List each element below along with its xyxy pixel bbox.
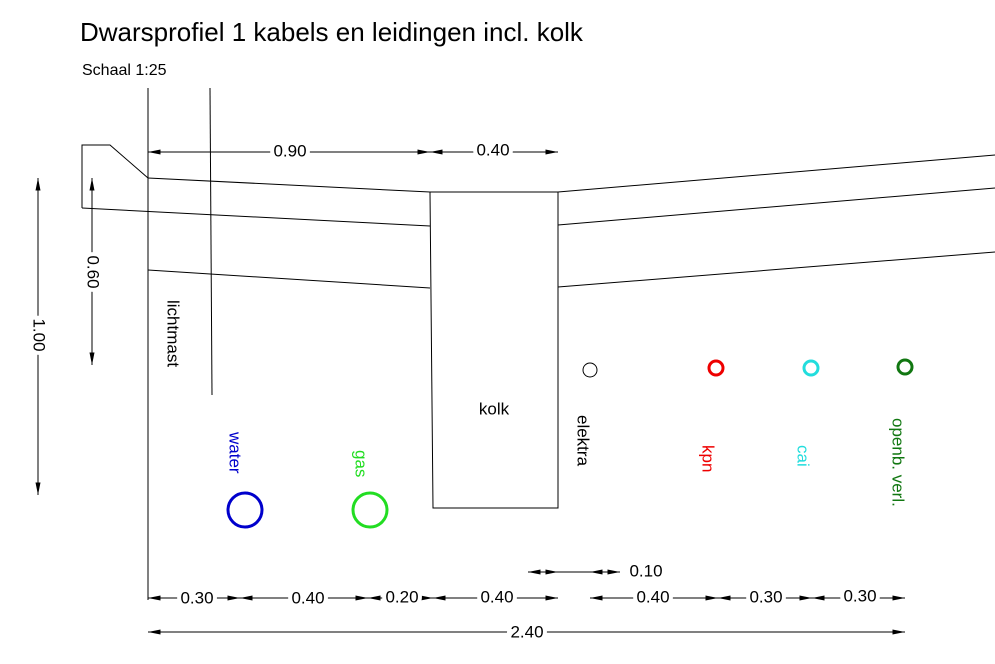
title: Dwarsprofiel 1 kabels en leidingen incl.… bbox=[80, 17, 584, 47]
cable bbox=[582, 362, 598, 378]
dimension-label: 0.40 bbox=[476, 140, 509, 159]
utility-label: gas bbox=[352, 450, 371, 477]
dimension-label: 0.10 bbox=[629, 561, 662, 580]
dimension-label: 0.20 bbox=[385, 587, 418, 606]
dimension-lines bbox=[35, 149, 905, 635]
dimension-label: 0.30 bbox=[843, 586, 876, 605]
kolk-label: kolk bbox=[479, 399, 510, 418]
dimension-label: 0.30 bbox=[180, 588, 213, 607]
dimension-label: 0.40 bbox=[480, 587, 513, 606]
pipe bbox=[226, 491, 264, 529]
dimension-label: 0.30 bbox=[749, 587, 782, 606]
dimension-label: 0.40 bbox=[636, 587, 669, 606]
utilities bbox=[226, 358, 914, 529]
lichtmast-label: lichtmast bbox=[164, 300, 183, 367]
utility-label: water bbox=[226, 431, 245, 474]
dimension-label: 1.00 bbox=[30, 318, 49, 351]
dimension-label: 0.90 bbox=[273, 141, 306, 160]
cable bbox=[707, 359, 725, 377]
profile-lines bbox=[81, 87, 995, 600]
subtitle: Schaal 1:25 bbox=[82, 62, 167, 79]
dimension-label: 2.40 bbox=[510, 622, 543, 641]
pipe bbox=[351, 491, 389, 529]
cable bbox=[896, 358, 914, 376]
utility-label: openb. verl. bbox=[889, 418, 908, 507]
utility-label: kpn bbox=[699, 445, 718, 472]
dimension-label: 0.60 bbox=[84, 255, 103, 288]
utility-label: elektra bbox=[574, 415, 593, 467]
utility-label: cai bbox=[794, 445, 813, 467]
cable bbox=[802, 359, 820, 377]
dimension-label: 0.40 bbox=[291, 588, 324, 607]
